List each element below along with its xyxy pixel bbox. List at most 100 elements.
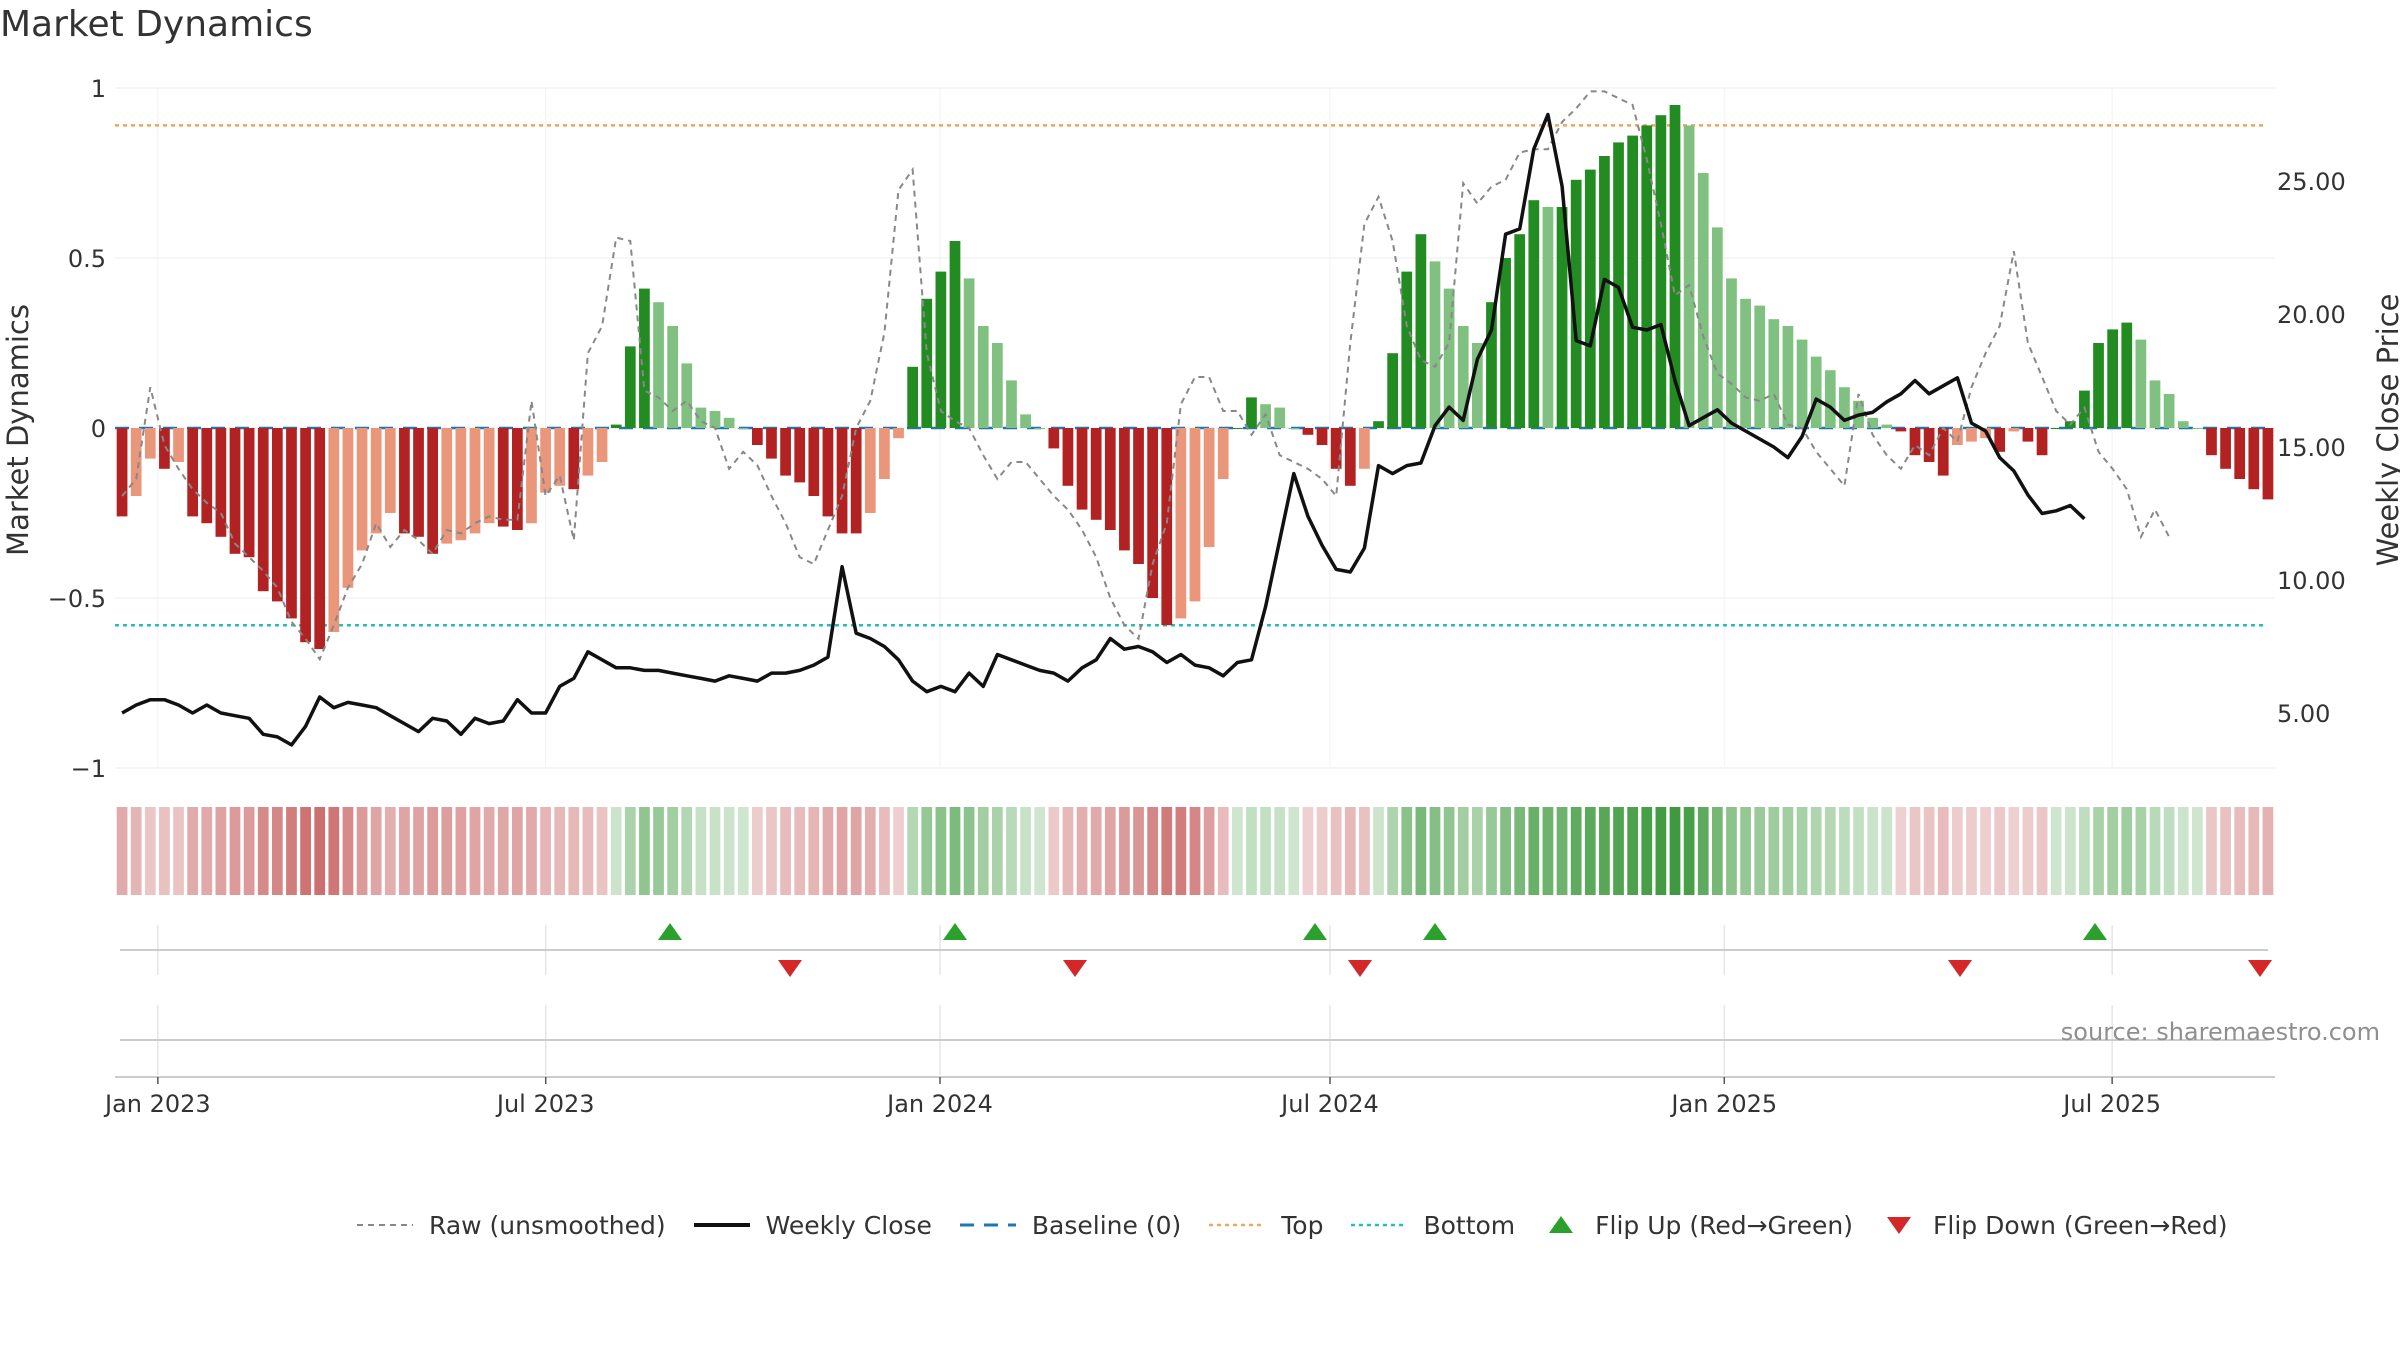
regime-strip-cell xyxy=(370,807,382,895)
flip-markers-panel xyxy=(120,923,2272,1041)
regime-strip-cell xyxy=(879,807,890,895)
x-tick-label: Jan 2023 xyxy=(103,1090,211,1118)
regime-strip-cell xyxy=(413,807,424,895)
x-tick-label: Jul 2024 xyxy=(1279,1090,1379,1118)
dynamics-bar xyxy=(1302,428,1314,435)
bar-series xyxy=(116,105,2274,649)
dynamics-bar xyxy=(187,428,199,517)
dynamics-bar xyxy=(1443,288,1455,428)
x-tick-label: Jan 2024 xyxy=(885,1090,993,1118)
dynamics-bar xyxy=(215,428,227,537)
legend-label-baseline: Baseline (0) xyxy=(1031,1210,1182,1240)
dynamics-bar xyxy=(610,424,622,428)
right-axis-label: Weekly Close Price xyxy=(2371,294,2400,567)
regime-strip-cell xyxy=(1500,807,1511,895)
regime-strip-cell xyxy=(511,807,523,895)
dynamics-bar xyxy=(1613,142,1624,428)
regime-strip-cell xyxy=(1034,807,1046,895)
regime-strip-cell xyxy=(2262,807,2274,895)
dynamics-bar xyxy=(2220,428,2231,469)
dynamics-bar xyxy=(1246,397,1257,428)
dynamics-bar xyxy=(328,428,340,632)
dynamics-bar xyxy=(1867,417,1879,428)
dynamics-bar xyxy=(2191,428,2203,429)
dynamics-bar xyxy=(2008,428,2020,432)
flip-up-marker xyxy=(943,923,967,940)
regime-strip-cell xyxy=(1528,807,1540,895)
dynamics-bar xyxy=(1683,125,1695,429)
regime-strip-cell xyxy=(2036,807,2048,895)
left-axis-label: Market Dynamics xyxy=(1,304,35,556)
dynamics-bar xyxy=(1824,370,1836,428)
dynamics-bar xyxy=(1655,115,1667,428)
regime-strip-cell xyxy=(921,807,933,895)
dynamics-bar xyxy=(159,428,170,469)
dynamics-bar xyxy=(751,428,763,445)
dynamics-bar xyxy=(1542,207,1554,428)
regime-strip-cell xyxy=(1599,807,1610,895)
regime-strip-cell xyxy=(1316,807,1328,895)
dynamics-bar xyxy=(991,343,1003,428)
regime-strip-cell xyxy=(1570,807,1582,895)
regime-strip-cell xyxy=(1810,807,1822,895)
regime-strip-cell xyxy=(257,807,269,895)
dynamics-bar xyxy=(1288,428,1300,429)
dynamics-bar xyxy=(1951,428,1963,445)
dynamics-bar xyxy=(1909,428,1921,456)
dynamics-bar xyxy=(1147,428,1159,598)
regime-strip-cell xyxy=(2121,807,2133,895)
regime-strip-cell xyxy=(2135,807,2147,895)
dynamics-bar xyxy=(737,428,749,429)
dynamics-bar xyxy=(116,428,128,517)
dynamics-bar xyxy=(1429,261,1441,428)
regime-strip-cell xyxy=(1937,807,1949,895)
regime-strip-cell xyxy=(780,807,791,895)
regime-strip-cell xyxy=(483,807,495,895)
regime-strip-cell xyxy=(540,807,551,895)
dynamics-bar xyxy=(723,417,735,428)
dynamics-bar xyxy=(2135,339,2147,428)
regime-strip-cell xyxy=(2220,807,2231,895)
dynamics-bar xyxy=(582,428,594,476)
dynamics-bar xyxy=(1034,428,1046,429)
regime-strip-cell xyxy=(1260,807,1271,895)
dynamics-bar xyxy=(2149,380,2161,428)
dynamics-bar xyxy=(1782,326,1794,428)
dynamics-bar xyxy=(1415,234,1427,428)
dynamics-bar xyxy=(314,428,326,649)
regime-strip-cell xyxy=(1274,807,1286,895)
dynamics-bar xyxy=(2121,322,2133,428)
right-tick-label: 20.00 xyxy=(2277,301,2346,329)
right-tick-label: 15.00 xyxy=(2277,434,2346,462)
dynamics-bar xyxy=(963,278,975,428)
dynamics-bar xyxy=(1401,271,1413,428)
dynamics-bar xyxy=(1217,428,1229,479)
regime-strip-cell xyxy=(1584,807,1596,895)
regime-strip-cell xyxy=(229,807,241,895)
regime-strip-cell xyxy=(1867,807,1879,895)
dynamics-bar xyxy=(413,428,424,537)
regime-strip-cell xyxy=(1966,807,1977,895)
regime-strip-cell xyxy=(1048,807,1060,895)
regime-strip-cell xyxy=(1669,807,1681,895)
dynamics-bar xyxy=(1457,326,1469,428)
dynamics-bar xyxy=(1810,356,1822,428)
dynamics-bar xyxy=(695,407,707,428)
dynamics-bar xyxy=(1330,428,1342,469)
dynamics-bar xyxy=(1076,428,1088,510)
regime-strip-cell xyxy=(907,807,919,895)
weekly-close-line xyxy=(121,112,2086,747)
regime-strip-cell xyxy=(1514,807,1526,895)
legend-label-flip-down: Flip Down (Green→Red) xyxy=(1933,1210,2228,1240)
regime-strip-cell xyxy=(695,807,707,895)
dynamics-bar xyxy=(201,428,213,524)
dynamics-bar xyxy=(1161,428,1173,626)
regime-strip-cell xyxy=(314,807,326,895)
regime-strip-cell xyxy=(1147,807,1159,895)
dynamics-bar xyxy=(1796,339,1808,428)
dynamics-bar xyxy=(130,428,142,496)
x-tick-label: Jul 2023 xyxy=(495,1090,595,1118)
regime-strip-cell xyxy=(1217,807,1229,895)
regime-strip-cell xyxy=(1641,807,1653,895)
